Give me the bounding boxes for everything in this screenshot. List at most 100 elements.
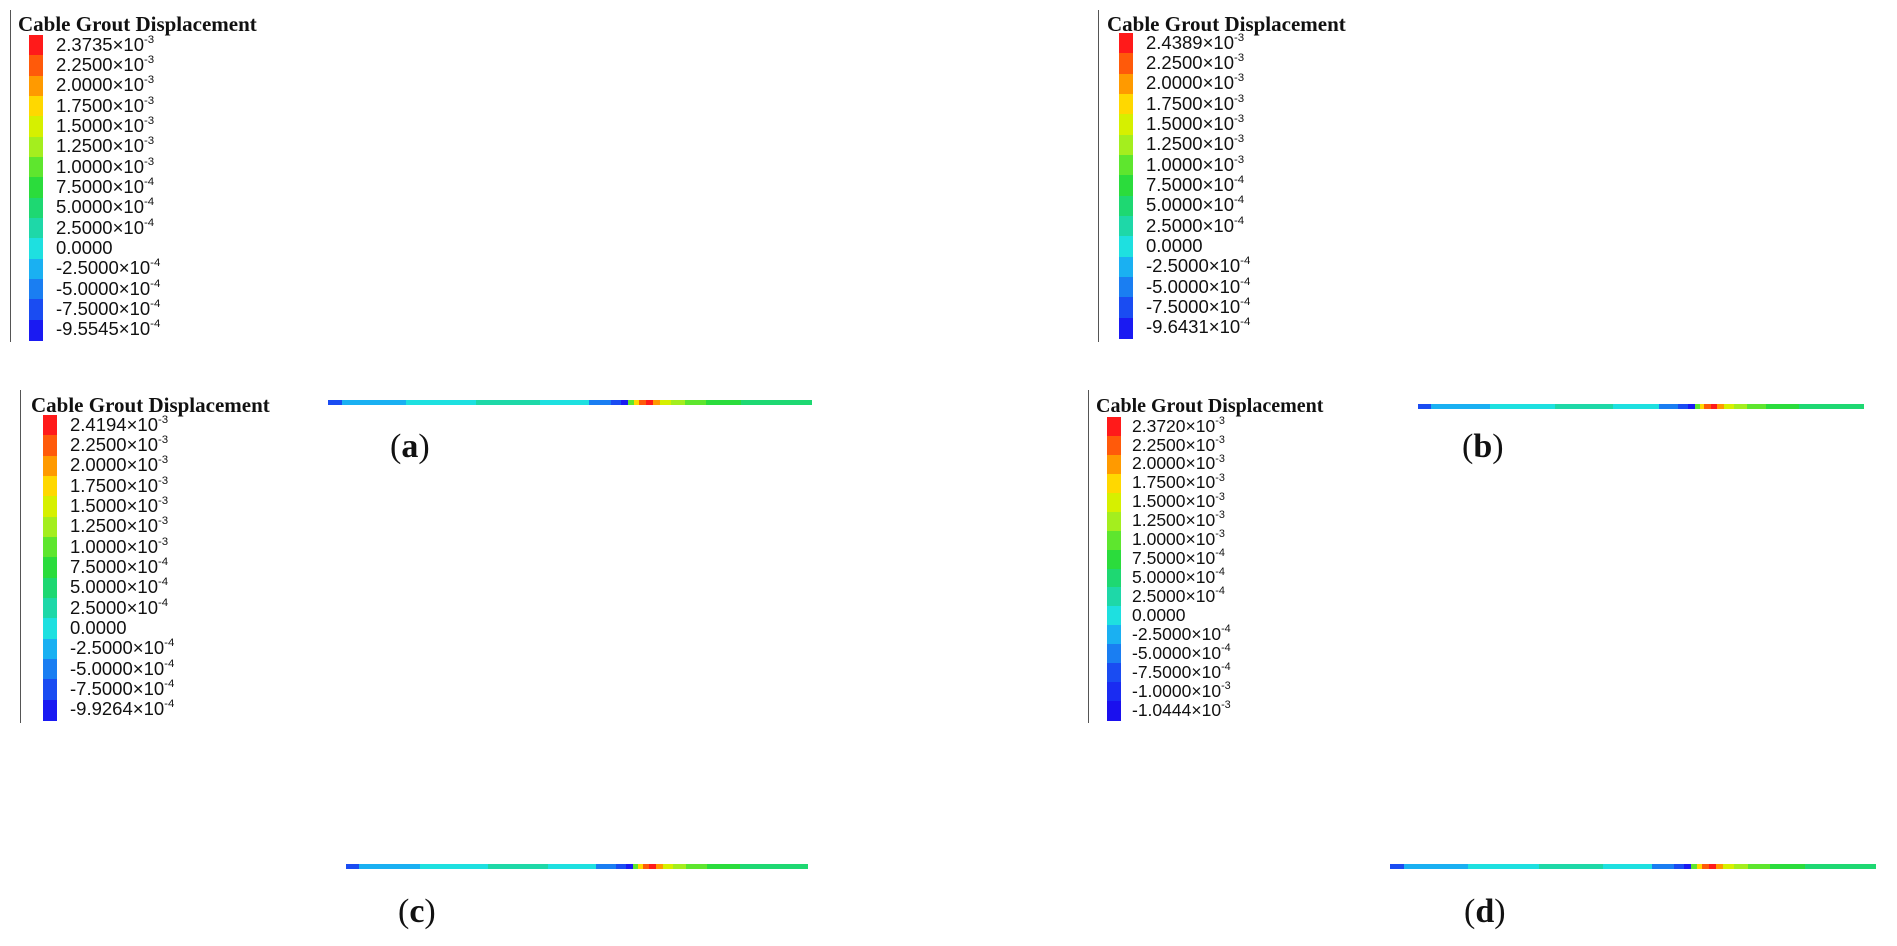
legend-mantissa: 1.5000 — [1132, 491, 1186, 512]
legend-exponent: -3 — [1233, 112, 1245, 125]
legend-value: 1.5000×10-3 — [70, 495, 168, 517]
colorbar-block — [43, 577, 57, 599]
cable-segment — [1766, 404, 1799, 409]
legend-value: 2.2500×10-3 — [1132, 434, 1225, 456]
legend-exponent: -4 — [157, 576, 169, 589]
legend-exponent: -4 — [143, 196, 155, 209]
exp-base: 10 — [1213, 194, 1234, 216]
legend-exponent: -3 — [1215, 528, 1225, 541]
times-sign: × — [126, 454, 138, 476]
caption-letter: a — [401, 428, 419, 465]
legend-value: -5.0000×10-4 — [1132, 643, 1231, 664]
legend-exponent: -3 — [157, 515, 169, 528]
cable-segment — [476, 400, 540, 405]
times-sign: × — [126, 556, 138, 578]
legend-value: 2.4194×10-3 — [70, 414, 168, 436]
colorbar-block — [1119, 33, 1133, 54]
legend-mantissa: 1.0000 — [1132, 529, 1186, 550]
cable-segment — [656, 864, 663, 869]
cable-segment — [615, 864, 626, 869]
cable-segment — [1688, 404, 1695, 409]
legend-value: -7.5000×10-4 — [1146, 296, 1250, 318]
exp-base: 10 — [1195, 529, 1216, 550]
cable-segment — [705, 400, 742, 405]
colorbar-block — [1107, 606, 1121, 626]
colorbar-block — [29, 35, 43, 56]
legend-value: 2.4389×10-3 — [1146, 32, 1244, 54]
colorbar-block — [1119, 216, 1133, 237]
legend-exponent: -3 — [1233, 133, 1245, 146]
times-sign: × — [112, 94, 124, 116]
times-sign: × — [1202, 214, 1214, 236]
colorbar-block — [1107, 587, 1121, 607]
colorbar-block — [29, 55, 43, 77]
legend-exponent: -4 — [1221, 660, 1231, 673]
legend-value: 1.7500×10-3 — [70, 475, 168, 497]
exp-base: 10 — [1195, 586, 1216, 607]
cable-segment — [1734, 864, 1749, 869]
legend-mantissa: 2.3720 — [1132, 415, 1186, 436]
legend-exponent: -4 — [1215, 585, 1225, 598]
exp-base: 10 — [1213, 52, 1234, 74]
cable-segment — [420, 864, 488, 869]
colorbar-block — [1107, 568, 1121, 589]
times-sign: × — [126, 535, 138, 557]
times-sign: × — [126, 495, 138, 517]
exp-base: 10 — [129, 318, 151, 340]
legend-value: 2.0000×10-3 — [1132, 453, 1225, 474]
legend-mantissa: 5.0000 — [56, 196, 113, 218]
legend-mantissa: 1.0000 — [56, 155, 113, 177]
exp-base: 10 — [143, 657, 165, 679]
cable-segment — [628, 400, 634, 405]
legend-mantissa: -7.5000 — [56, 298, 119, 320]
cable-element — [328, 400, 812, 405]
legend-value: 2.0000×10-3 — [56, 74, 154, 96]
cable-segment — [1710, 404, 1718, 409]
colorbar-block — [43, 557, 57, 579]
legend-value: 1.2500×10-3 — [1132, 510, 1225, 531]
exp-base: 10 — [123, 33, 144, 55]
legend-mantissa: -9.5545 — [56, 318, 119, 340]
legend-mantissa: 1.7500 — [1146, 92, 1203, 114]
legend-mantissa: -2.5000 — [70, 637, 133, 659]
exp-base: 10 — [1219, 316, 1241, 338]
legend-value: 1.7500×10-3 — [1132, 472, 1225, 493]
exp-base: 10 — [129, 277, 151, 299]
legend-value: 7.5000×10-4 — [1146, 174, 1244, 196]
legend-exponent: -3 — [1233, 51, 1245, 64]
legend-exponent: -3 — [157, 494, 169, 507]
legend-exponent: -3 — [1215, 452, 1225, 465]
colorbar-block — [1107, 454, 1121, 475]
cable-segment — [1602, 864, 1653, 869]
legend-exponent: -4 — [164, 637, 175, 650]
legend-value: 1.0000×10-3 — [56, 156, 154, 178]
exp-base: 10 — [137, 434, 158, 456]
legend-value: 5.0000×10-4 — [70, 576, 168, 598]
legend-mantissa: 7.5000 — [1132, 548, 1186, 569]
caption-open-paren: ( — [398, 893, 410, 930]
legend-mantissa: -7.5000 — [1132, 661, 1192, 682]
panel-border-line — [1098, 10, 1099, 342]
legend-exponent: -4 — [1215, 566, 1225, 579]
legend-value: -1.0000×10-3 — [1132, 680, 1231, 702]
colorbar-block — [43, 659, 57, 680]
colorbar-block — [29, 96, 43, 117]
legend-value: 0.0000 — [56, 237, 113, 259]
legend-exponent: -4 — [143, 175, 155, 188]
times-sign: × — [126, 596, 138, 618]
legend-mantissa: 2.5000 — [56, 216, 113, 238]
legend-mantissa: 1.7500 — [70, 474, 127, 496]
cable-segment — [1684, 864, 1692, 869]
cable-segment — [1702, 864, 1710, 869]
legend-mantissa: -9.9264 — [70, 698, 133, 720]
cable-segment — [1691, 864, 1697, 869]
times-sign: × — [132, 678, 144, 700]
exp-base: 10 — [143, 637, 165, 659]
exp-base: 10 — [1195, 434, 1216, 455]
times-sign: × — [118, 298, 130, 320]
times-sign: × — [112, 74, 124, 96]
colorbar-block — [43, 598, 57, 619]
legend-value: 0.0000 — [1132, 605, 1186, 626]
exp-base: 10 — [1213, 153, 1234, 175]
legend-exponent: -3 — [1215, 414, 1225, 427]
